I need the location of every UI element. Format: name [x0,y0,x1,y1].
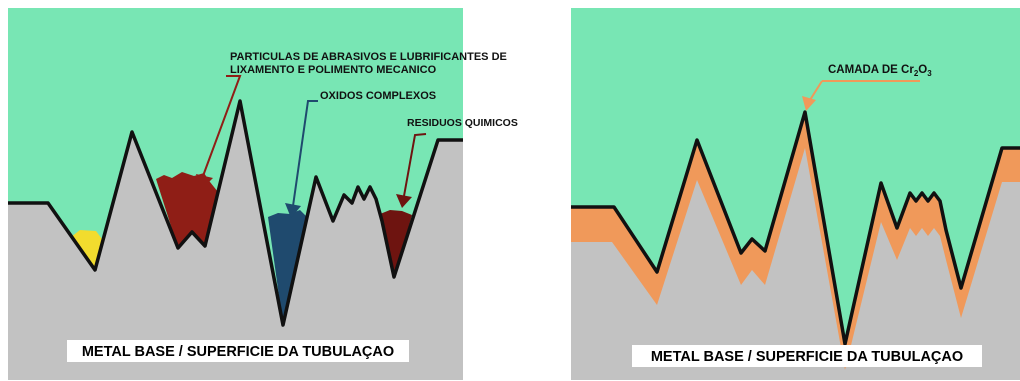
left-base-label-box [67,340,409,362]
cr2o3-label-sub2: 3 [927,69,932,78]
right-metal-base [571,148,1020,380]
left-yellow-contaminant [71,230,102,270]
oxides-arrow [285,100,318,218]
abrasives-label-line1: PARTICULAS DE ABRASIVOS E LUBRIFICANTES … [230,51,507,63]
cr2o3-label-sub1: 2 [914,69,919,78]
left-complex-oxides [268,210,306,325]
right-profile-outline [571,110,1020,346]
cr2o3-label-mid: O [918,64,927,76]
right-base-label-box [632,345,982,367]
left-chemical-residues [380,210,412,277]
left-base-label: METAL BASE / SUPERFICIE DA TUBULAÇAO [82,344,394,360]
left-profile-outline [8,99,463,327]
cr2o3-arrow [802,80,920,111]
residues-label: RESIDUOS QUIMICOS [407,117,518,129]
left-panel: PARTICULAS DE ABRASIVOS E LUBRIFICANTES … [8,8,518,380]
abrasives-label-line2: LIXAMENTO E POLIMENTO MECANICO [230,64,437,76]
oxides-label: OXIDOS COMPLEXOS [320,90,436,102]
right-base-label: METAL BASE / SUPERFICIE DA TUBULAÇAO [651,349,963,365]
cr2o3-label: CAMADA DE Cr2O3 [828,64,932,78]
right-panel: CAMADA DE Cr2O3 METAL BASE / SUPERFICIE … [571,8,1020,380]
cr2o3-label-prefix: CAMADA DE Cr [828,64,914,76]
abrasives-arrow [196,75,242,190]
left-abrasive-particles [156,172,218,248]
residues-arrow [396,133,427,208]
